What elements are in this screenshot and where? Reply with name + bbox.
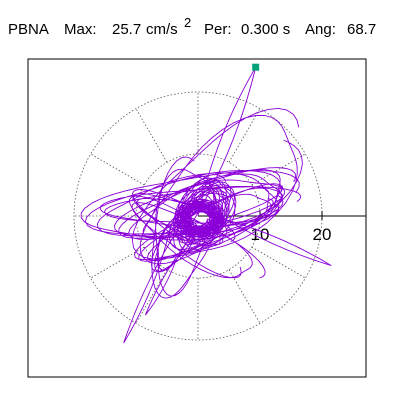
max-unit-exponent: 2: [184, 15, 191, 30]
axis-tick-label-20: 20: [313, 225, 332, 244]
period-value: 0.300 s: [241, 21, 290, 38]
angle-label: Ang:: [305, 21, 336, 38]
east-axis: 10 20: [198, 211, 366, 244]
period-label: Per:: [204, 21, 232, 38]
radial-spoke: [135, 269, 168, 324]
plot-frame: [27, 58, 367, 378]
chart-header: PBNA Max: 25.7 cm/s 2 Per: 0.300 s Ang: …: [8, 15, 376, 38]
radial-spoke: [90, 153, 145, 186]
angle-value: 68.7: [347, 21, 376, 38]
peak-marker-layer: [252, 63, 260, 71]
radial-spoke: [228, 108, 261, 163]
peak-marker: [252, 63, 260, 71]
max-label: Max:: [64, 21, 97, 38]
max-value: 25.7: [112, 21, 141, 38]
motion-trace: [80, 66, 332, 344]
station-code: PBNA: [8, 21, 49, 38]
max-unit: cm/s: [146, 21, 178, 38]
motion-trace-path: [80, 66, 332, 344]
radial-spoke: [135, 108, 168, 163]
axis-tick-label-10: 10: [251, 225, 270, 244]
